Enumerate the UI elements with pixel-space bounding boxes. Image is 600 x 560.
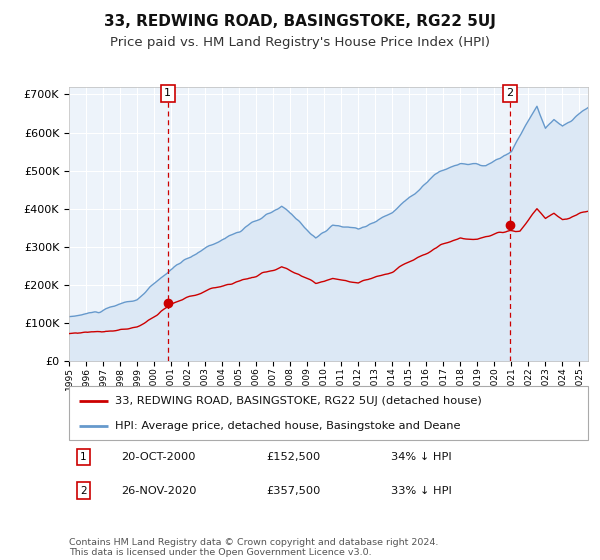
Text: 33% ↓ HPI: 33% ↓ HPI bbox=[391, 486, 452, 496]
Text: 2: 2 bbox=[506, 88, 513, 98]
Text: Contains HM Land Registry data © Crown copyright and database right 2024.
This d: Contains HM Land Registry data © Crown c… bbox=[69, 538, 439, 557]
Text: £357,500: £357,500 bbox=[266, 486, 320, 496]
Text: HPI: Average price, detached house, Basingstoke and Deane: HPI: Average price, detached house, Basi… bbox=[115, 421, 460, 431]
Text: Price paid vs. HM Land Registry's House Price Index (HPI): Price paid vs. HM Land Registry's House … bbox=[110, 36, 490, 49]
Text: £152,500: £152,500 bbox=[266, 452, 320, 462]
Text: 1: 1 bbox=[80, 452, 87, 462]
Text: 33, REDWING ROAD, BASINGSTOKE, RG22 5UJ: 33, REDWING ROAD, BASINGSTOKE, RG22 5UJ bbox=[104, 14, 496, 29]
FancyBboxPatch shape bbox=[69, 386, 588, 440]
Text: 33, REDWING ROAD, BASINGSTOKE, RG22 5UJ (detached house): 33, REDWING ROAD, BASINGSTOKE, RG22 5UJ … bbox=[115, 396, 481, 407]
Text: 1: 1 bbox=[164, 88, 171, 98]
Text: 2: 2 bbox=[80, 486, 87, 496]
Text: 20-OCT-2000: 20-OCT-2000 bbox=[121, 452, 196, 462]
Text: 34% ↓ HPI: 34% ↓ HPI bbox=[391, 452, 452, 462]
Text: 26-NOV-2020: 26-NOV-2020 bbox=[121, 486, 196, 496]
